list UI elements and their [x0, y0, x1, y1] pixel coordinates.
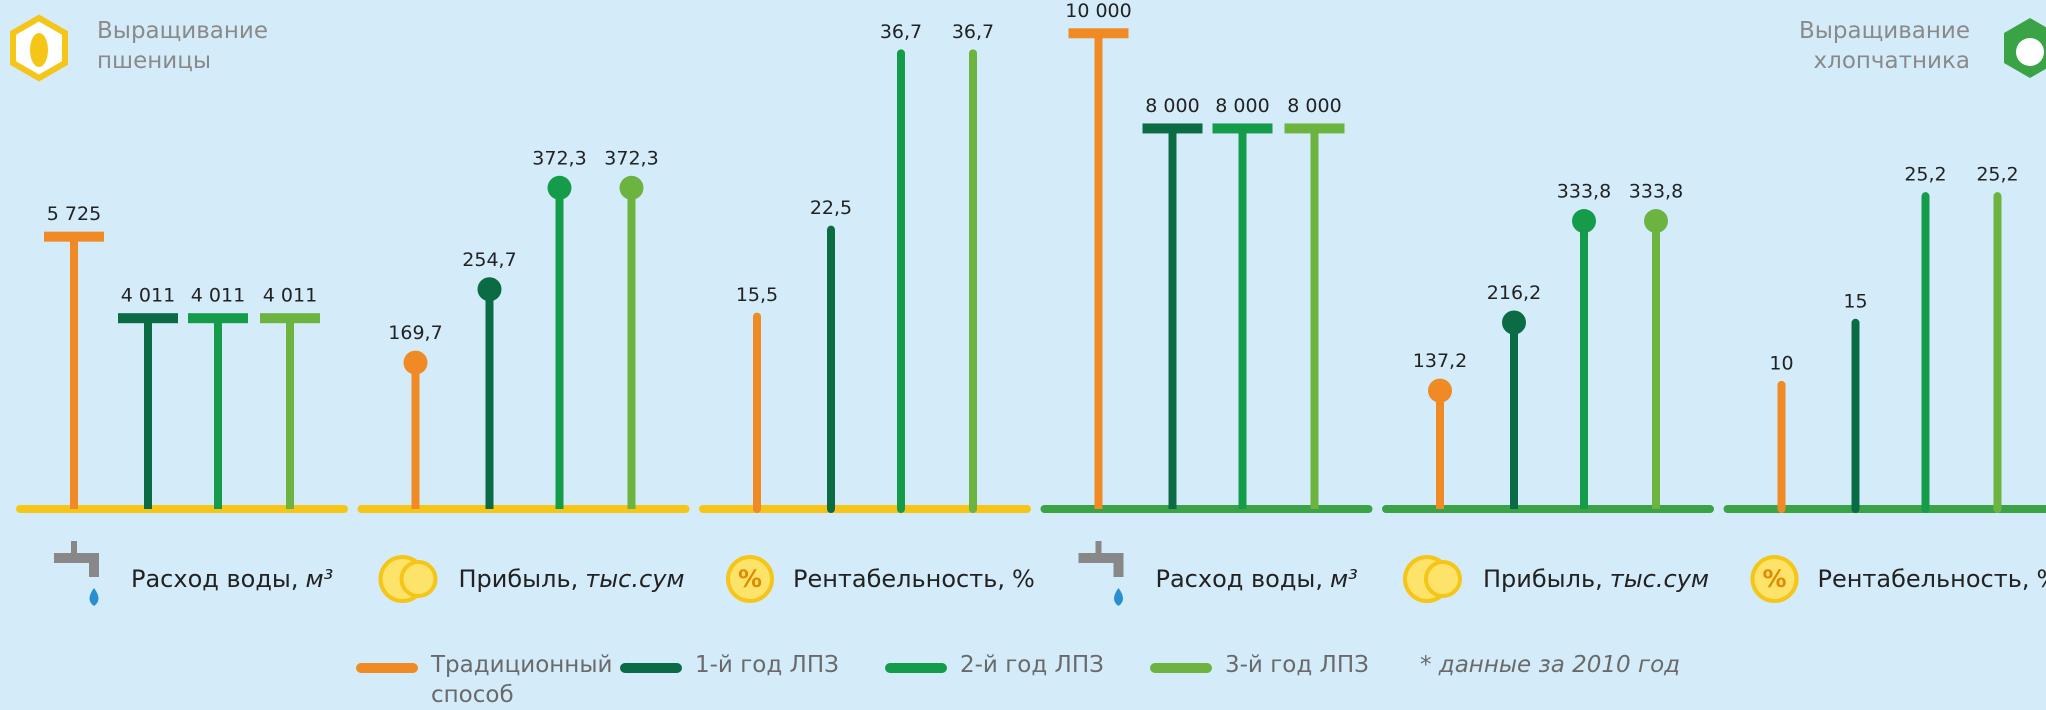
- cap: [188, 313, 248, 323]
- dot: [1644, 209, 1668, 233]
- value-label: 10: [1769, 352, 1793, 374]
- value-label: 254,7: [462, 249, 516, 271]
- chart-label-text: Рентабельность,: [1818, 565, 2030, 593]
- chart-label-unit: %: [1012, 565, 1035, 593]
- value-label: 10 000: [1065, 0, 1131, 22]
- dot: [620, 176, 644, 200]
- chart-label: Расход воды,м³: [1156, 565, 1358, 593]
- value-label: 22,5: [810, 197, 852, 219]
- chart-label: Прибыль,тыс.сум: [459, 565, 685, 593]
- legend-label: 2-й год ЛПЗ: [960, 650, 1145, 680]
- legend-swatch: [356, 663, 418, 673]
- cap: [1213, 123, 1273, 133]
- dot: [1428, 379, 1452, 403]
- legend-swatch: [620, 663, 682, 673]
- dot: [404, 351, 428, 375]
- chart-label: Расход воды,м³: [131, 565, 333, 593]
- note: * данные за 2010 год: [1420, 650, 1680, 680]
- value-label: 5 725: [47, 203, 101, 225]
- tap-icon: [54, 553, 94, 563]
- dot: [478, 277, 502, 301]
- chart-label: Рентабельность,%: [793, 565, 1035, 593]
- legend-item: 1-й год ЛПЗ: [620, 650, 880, 680]
- value-label: 372,3: [532, 147, 586, 169]
- value-label: 25,2: [1976, 164, 2018, 186]
- value-label: 372,3: [604, 147, 658, 169]
- value-label: 4 011: [121, 285, 175, 307]
- legend-swatch: [1150, 663, 1212, 673]
- coin-icon: [1426, 562, 1460, 596]
- legend-item: 2-й год ЛПЗ: [885, 650, 1145, 680]
- percent-icon: %: [738, 565, 762, 593]
- drop-icon: [1114, 588, 1123, 606]
- tap-icon: [1096, 541, 1102, 553]
- cap: [260, 313, 320, 323]
- wheat-icon: [13, 18, 65, 78]
- legend-item: 3-й год ЛПЗ: [1150, 650, 1410, 680]
- cap: [1285, 123, 1345, 133]
- tap-icon: [71, 541, 77, 553]
- cap: [118, 313, 178, 323]
- chart-label: Рентабельность,%: [1818, 565, 2046, 593]
- chart-label: Прибыль,тыс.сум: [1483, 565, 1709, 593]
- chart-label-unit: м³: [1330, 565, 1358, 593]
- drop-icon: [90, 588, 99, 606]
- value-label: 36,7: [880, 21, 922, 43]
- value-label: 4 011: [191, 285, 245, 307]
- panel: 137,2 216,2 333,8 333,8 Прибыль,тыс.сум: [1386, 181, 1710, 601]
- legend-label: 1-й год ЛПЗ: [695, 650, 880, 680]
- cap: [44, 232, 104, 242]
- chart-label-unit: тыс.сум: [1610, 565, 1709, 593]
- cap: [1069, 28, 1129, 38]
- cap: [1143, 123, 1203, 133]
- chart-label-text: Прибыль,: [459, 565, 579, 593]
- tap-icon: [1114, 553, 1124, 577]
- section-title: Выращивание пшеницы: [97, 16, 297, 76]
- section-title: Выращивание хлопчатника: [1770, 16, 1970, 76]
- dot: [1502, 310, 1526, 334]
- value-label: 8 000: [1145, 95, 1199, 117]
- percent-icon: %: [1762, 565, 1786, 593]
- chart-label-text: Расход воды,: [131, 565, 298, 593]
- value-label: 137,2: [1413, 350, 1467, 372]
- value-label: 169,7: [388, 322, 442, 344]
- value-label: 333,8: [1557, 181, 1611, 203]
- legend-item: Традиционный способ: [356, 650, 596, 710]
- dot: [1572, 209, 1596, 233]
- value-label: 8 000: [1287, 95, 1341, 117]
- chart-label-unit: м³: [305, 565, 333, 593]
- value-label: 216,2: [1487, 282, 1541, 304]
- chart-label-text: Прибыль,: [1483, 565, 1603, 593]
- cotton-icon: [2004, 18, 2046, 78]
- dot: [548, 176, 572, 200]
- coin-icon: [402, 562, 436, 596]
- value-label: 15,5: [736, 284, 778, 306]
- legend-label: Традиционный способ: [431, 650, 596, 710]
- value-label: 25,2: [1904, 164, 1946, 186]
- legend-swatch: [885, 663, 947, 673]
- tap-icon: [1079, 553, 1119, 563]
- chart-label-text: Расход воды,: [1156, 565, 1323, 593]
- panel: 169,7 254,7 372,3 372,3 Прибыль,тыс.сум: [362, 147, 686, 601]
- chart-label-unit: %: [2037, 565, 2046, 593]
- chart-label-unit: тыс.сум: [585, 565, 684, 593]
- value-label: 333,8: [1629, 181, 1683, 203]
- value-label: 4 011: [263, 285, 317, 307]
- panel: 5 725 4 011 4 011 4 011 Расход воды,м³: [20, 203, 344, 606]
- value-label: 8 000: [1215, 95, 1269, 117]
- value-label: 36,7: [952, 21, 994, 43]
- legend-label: 3-й год ЛПЗ: [1225, 650, 1410, 680]
- tap-icon: [89, 553, 99, 577]
- value-label: 15: [1843, 290, 1867, 312]
- chart-label-text: Рентабельность,: [793, 565, 1005, 593]
- panel: 10 000 8 000 8 000 8 000 Расход воды,м³: [1045, 0, 1369, 606]
